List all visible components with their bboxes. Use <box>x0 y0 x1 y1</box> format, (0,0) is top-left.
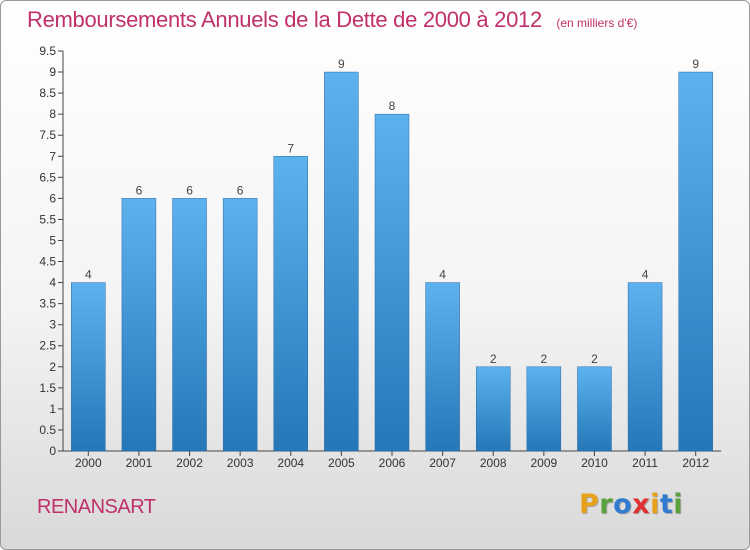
y-tick-label: 3.5 <box>39 297 56 311</box>
bar-2012 <box>678 71 713 452</box>
y-tick-label: 6.5 <box>39 170 56 184</box>
y-tick-label: 4.5 <box>39 255 56 269</box>
y-tick-label: 8 <box>49 107 56 121</box>
logo-letter: t <box>659 489 674 520</box>
y-tick-label: 9 <box>49 65 56 79</box>
data-label: 4 <box>439 268 446 282</box>
y-tick-label: 4 <box>49 276 56 290</box>
data-label: 6 <box>237 183 244 197</box>
data-labels: 4 6 6 6 7 9 8 4 2 2 2 4 9 <box>85 57 699 366</box>
proxiti-logo: Proxiti <box>579 489 683 520</box>
x-tick-label: 2012 <box>682 456 709 470</box>
x-tick-label: 2002 <box>176 456 203 470</box>
data-label: 6 <box>136 183 143 197</box>
data-label: 2 <box>591 352 598 366</box>
logo-letter: x <box>632 489 651 520</box>
x-tick-label: 2009 <box>530 456 557 470</box>
x-tick-label: 2011 <box>632 456 658 470</box>
y-tick-label: 2 <box>49 360 56 374</box>
axes: 0 0.5 1 1.5 2 2.5 3 3.5 4 4.5 5 5.5 6 6.5 7 7.5 8 8.5 9 9.5… <box>39 44 721 470</box>
bar-2006 <box>374 113 410 452</box>
y-tick-label: 9.5 <box>39 44 56 58</box>
x-tick-label: 2004 <box>277 456 304 470</box>
commune-name: RENANSART <box>37 496 156 518</box>
logo-letter: o <box>613 489 633 520</box>
x-tick-label: 2007 <box>429 456 456 470</box>
bar-2003 <box>222 198 258 452</box>
y-tick-label: 6 <box>49 191 56 205</box>
data-label: 7 <box>287 141 294 155</box>
logo-letter: r <box>599 489 614 520</box>
bar-2004 <box>273 156 309 452</box>
x-tick-label: 2000 <box>75 456 102 470</box>
chart-title: Remboursements Annuels de la Dette de 20… <box>27 7 542 32</box>
data-label: 9 <box>338 57 345 71</box>
y-tick-label: 5.5 <box>39 212 56 226</box>
bar-2000 <box>71 282 106 452</box>
data-label: 2 <box>490 352 497 366</box>
title-row: Remboursements Annuels de la Dette de 20… <box>27 7 637 33</box>
data-label: 4 <box>642 268 649 282</box>
bars <box>71 71 713 452</box>
logo-letter: i <box>650 489 660 520</box>
logo-letter: i <box>673 489 684 520</box>
x-tick-label: 2006 <box>379 456 406 470</box>
bar-2011 <box>627 282 663 452</box>
bar-2001 <box>121 198 157 452</box>
data-label: 8 <box>389 99 396 113</box>
bar-2007 <box>425 282 460 452</box>
data-label: 6 <box>186 183 193 197</box>
y-tick-label: 7.5 <box>39 128 56 142</box>
bar-2005 <box>324 71 359 452</box>
x-tick-label: 2008 <box>480 456 507 470</box>
y-tick-label: 7 <box>49 149 56 163</box>
data-label: 4 <box>85 268 92 282</box>
y-tick-label: 1.5 <box>39 381 56 395</box>
x-tick-label: 2003 <box>227 456 254 470</box>
data-label: 2 <box>541 352 548 366</box>
y-tick-label: 5 <box>49 233 56 247</box>
bar-2002 <box>172 198 207 452</box>
data-label: 9 <box>692 57 699 71</box>
chart-subtitle: (en milliers d'€) <box>556 16 638 30</box>
y-tick-label: 0 <box>49 444 56 458</box>
y-tick-label: 1 <box>49 402 56 416</box>
y-tick-label: 0.5 <box>39 423 56 437</box>
y-tick-label: 8.5 <box>39 86 56 100</box>
bar-2008 <box>475 366 511 452</box>
y-tick-label: 3 <box>49 318 56 332</box>
bar-2009 <box>526 366 562 452</box>
bar-2010 <box>577 366 612 452</box>
logo-letter: P <box>579 489 600 520</box>
x-tick-label: 2005 <box>328 456 355 470</box>
y-tick-label: 2.5 <box>39 339 56 353</box>
x-tick-label: 2001 <box>126 456 153 470</box>
x-tick-label: 2010 <box>581 456 608 470</box>
